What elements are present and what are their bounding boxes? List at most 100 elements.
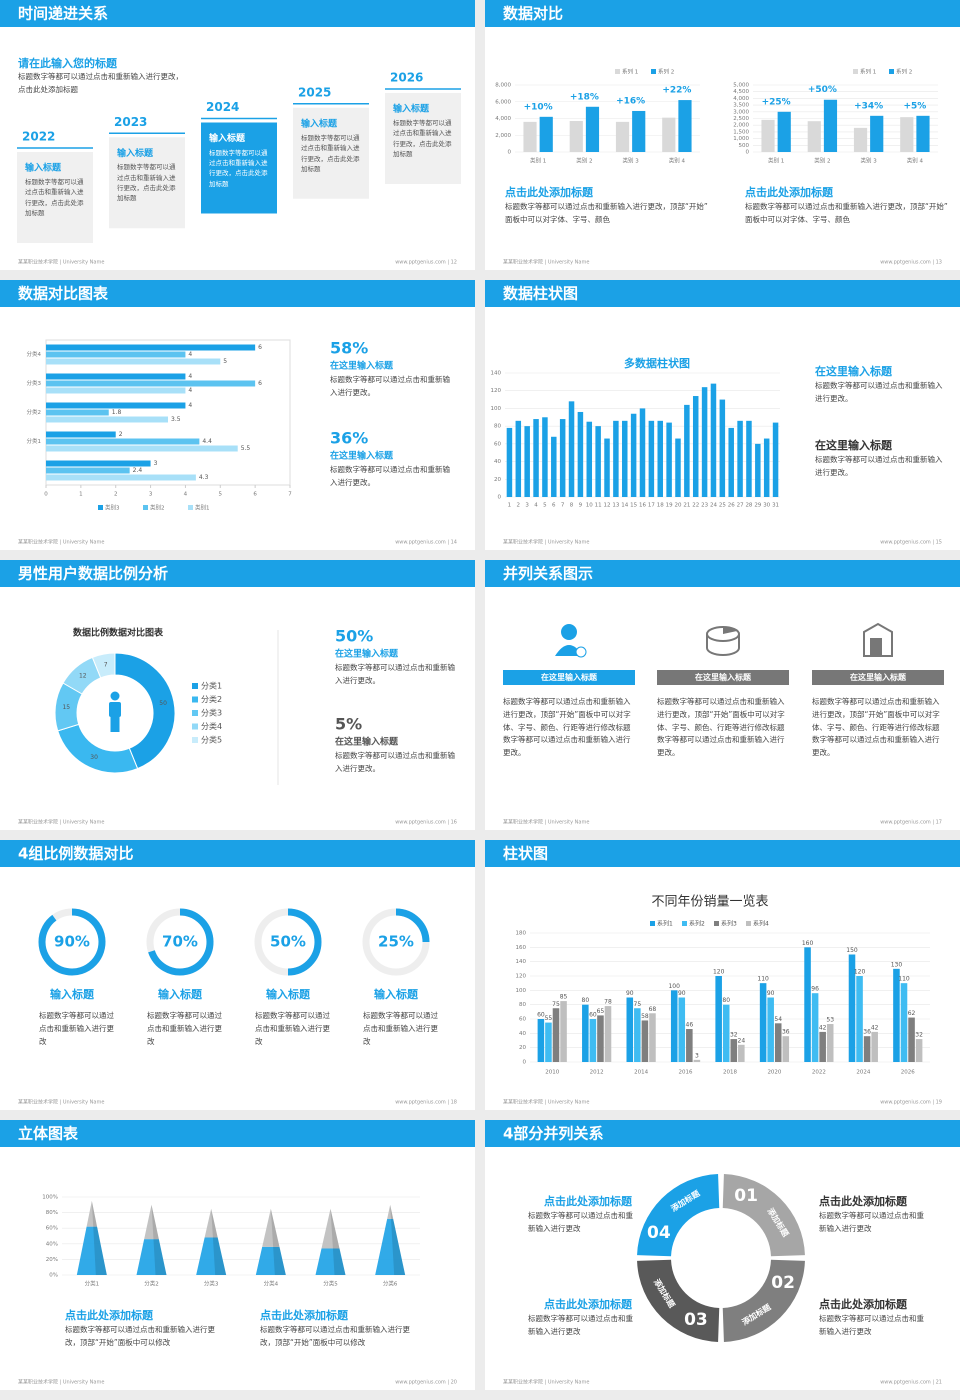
- value-label: 120: [713, 969, 725, 976]
- slide-title: 时间递进关系: [18, 5, 108, 23]
- item-text: 标题数字等都可以通过点击和重新输入进行更改: [147, 1011, 222, 1046]
- slide-title: 数据对比图表: [18, 285, 109, 303]
- column-text-box: 标题数字等都可以通过点击和重新输入进行更改，顶部“开始”面板中可以对字体、字号、…: [812, 697, 940, 757]
- footer-page: www.pptgenius.com | 16: [395, 820, 457, 826]
- bar: [560, 1001, 567, 1062]
- slide-title: 数据柱状图: [503, 285, 578, 303]
- bar: [613, 420, 619, 497]
- bar: [46, 445, 238, 452]
- y-tick-label: 1,000: [733, 136, 749, 142]
- bar: [746, 420, 752, 497]
- bar: [515, 420, 522, 497]
- footer-page: www.pptgenius.com | 15: [880, 540, 942, 546]
- cone-segment: [262, 1208, 280, 1247]
- x-tick-label: 16: [639, 503, 646, 509]
- icon-block: [870, 638, 882, 656]
- bar: [848, 954, 856, 1062]
- footer-page: www.pptgenius.com | 20: [395, 1380, 457, 1386]
- annotation: +5%: [903, 101, 926, 111]
- item-text: 标题数字等都可以通过点击和重新输入进行更改: [363, 1011, 438, 1046]
- x-tick-label: 类别 1: [768, 157, 784, 165]
- bar: [908, 1017, 915, 1062]
- slice-label: 7: [104, 661, 108, 668]
- step-text-box: 标题数字等都可以通过点击和重新输入进行更改，点击此处添加标题: [25, 178, 84, 217]
- x-tick-label: 11: [595, 503, 602, 509]
- y-tick-label: 1,500: [733, 129, 749, 135]
- step-box: [293, 107, 369, 199]
- annotation: +10%: [524, 102, 553, 112]
- stat-title: 在这里输入标题: [335, 736, 399, 748]
- legend-swatch: [192, 737, 198, 743]
- block-text-box: 标题数字等都可以通过点击和重新输入进行更改: [528, 1211, 633, 1233]
- column-label: 在这里输入标题: [541, 672, 598, 682]
- value-label: 80: [582, 997, 590, 1004]
- x-tick-label: 17: [648, 503, 655, 509]
- value-label: 54: [774, 1016, 782, 1023]
- value-label: 4.3: [199, 474, 209, 481]
- cone-segment: [136, 1239, 167, 1275]
- bar: [46, 467, 130, 474]
- value-label: 62: [908, 1010, 916, 1017]
- step-year: 2025: [298, 85, 331, 99]
- slide-title: 男性用户数据比例分析: [18, 565, 168, 583]
- value-label: 110: [757, 976, 769, 983]
- value-label: 120: [854, 969, 866, 976]
- value-label: 68: [649, 1006, 657, 1013]
- block-text: 标题数字等都可以通过点击和重新输入进行更改: [819, 1314, 924, 1336]
- legend-label: 系列4: [753, 920, 769, 928]
- column-text: 标题数字等都可以通过点击和重新输入进行更改，顶部“开始”面板中可以对字体、字号、…: [657, 697, 785, 757]
- header-bar: [0, 280, 475, 307]
- cone-segment: [375, 1218, 406, 1275]
- bar: [774, 1023, 782, 1062]
- legend-swatch: [853, 69, 858, 74]
- value-label: 55: [545, 1015, 553, 1022]
- y-tick-label: 8,000: [495, 83, 511, 89]
- legend-label: 类别2: [150, 504, 165, 512]
- ring-segment: [722, 1259, 805, 1342]
- y-tick-label: 6,000: [495, 99, 511, 105]
- y-tick-label: 0%: [49, 1273, 58, 1279]
- y-tick-label: 4,000: [495, 116, 511, 122]
- y-tick-label: 40: [519, 1031, 526, 1037]
- y-tick-label: 2,000: [495, 133, 511, 139]
- footer-page: www.pptgenius.com | 12: [395, 260, 457, 266]
- footer-page: www.pptgenius.com | 17: [880, 820, 942, 826]
- ring-arc: [287, 908, 322, 976]
- slide: 立体图表 0% 20% 40% 60% 80% 100% 分类1 分类2 分类3 分类4 分类5 分类6…: [0, 1120, 475, 1390]
- icon-plus: [575, 646, 587, 658]
- footer-left: 某某职业技术学院 | University Name: [18, 1099, 104, 1106]
- value-label: 24: [738, 1037, 746, 1044]
- annotation: +25%: [762, 97, 791, 107]
- block-text: 标题数字等都可以通过点击和重新输入进行更改: [528, 1314, 633, 1336]
- ring-segment: [637, 1174, 720, 1257]
- legend-swatch: [650, 921, 655, 926]
- bar: [738, 1044, 745, 1062]
- step-text-box: 标题数字等都可以通过点击和重新输入进行更改，点击此处添加标题: [301, 133, 360, 173]
- legend-label: 分类2: [201, 694, 222, 704]
- bar: [46, 416, 168, 423]
- item-title: 在这里输入标题: [815, 438, 893, 452]
- bar: [871, 1031, 878, 1062]
- x-tick-label: 18: [657, 503, 664, 509]
- cone-segment: [255, 1246, 286, 1275]
- footer-left: 某某职业技术学院 | University Name: [503, 259, 589, 266]
- block-text: 标题数字等都可以通过点击和重新输入进行更改，顶部“开始”面板中可以对字体、字号、…: [745, 202, 948, 224]
- cone-shade: [211, 1208, 227, 1275]
- value-label: 90: [626, 990, 634, 997]
- bar: [533, 419, 539, 497]
- step-text: 标题数字等都可以通过点击和重新输入进行更改，点击此处添加标题: [301, 133, 360, 173]
- bar: [551, 436, 557, 497]
- legend-label: 系列 2: [658, 68, 674, 76]
- value-label: 4.4: [202, 438, 212, 445]
- bar: [761, 119, 775, 152]
- legend-swatch: [98, 505, 103, 510]
- y-tick-label: 140: [516, 959, 527, 965]
- legend-swatch: [889, 69, 894, 74]
- header-bar: [0, 840, 475, 867]
- block-text: 标题数字等都可以通过点击和重新输入进行更改，顶部“开始”面板中可以修改: [65, 1325, 215, 1347]
- y-tick-label: 20: [519, 1045, 526, 1051]
- bar: [589, 1019, 597, 1062]
